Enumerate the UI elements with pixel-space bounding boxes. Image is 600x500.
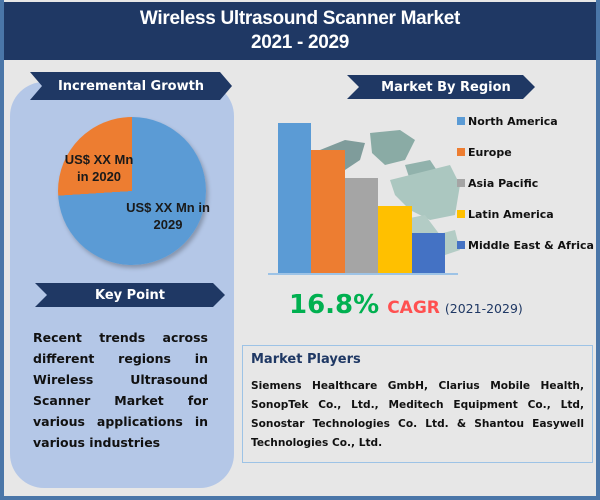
bar-asia-pacific	[345, 178, 378, 273]
pie-label-2029: US$ XX Mn in 2029	[126, 200, 210, 232]
legend-label: Asia Pacific	[468, 176, 539, 190]
key-point-text: Recent trends across different regions i…	[33, 330, 208, 450]
legend-swatch	[457, 241, 465, 249]
legend-item-latin-america: Latin America	[457, 207, 554, 221]
chart-baseline	[268, 273, 458, 275]
legend-label: North America	[468, 114, 558, 128]
cagr-period: (2021-2029)	[444, 301, 523, 316]
legend-swatch	[457, 148, 465, 156]
title-line-2: 2021 - 2029	[250, 32, 350, 53]
legend-item-middle-east-africa: Middle East & Africa	[457, 238, 594, 252]
legend-swatch	[457, 117, 465, 125]
pie-label-2020: US$ XX Mn in 2020	[64, 152, 134, 184]
legend-label: Europe	[468, 145, 512, 159]
bar-north-america	[278, 123, 311, 273]
legend-label: Latin America	[468, 207, 554, 221]
market-by-region-heading: Market By Region	[347, 75, 535, 99]
cagr-value: 16.8%	[289, 290, 380, 320]
page-title: Wireless Ultrasound Scanner Market 2021 …	[4, 2, 596, 60]
market-by-region-heading-text: Market By Region	[381, 79, 511, 95]
title-line-1: Wireless Ultrasound Scanner Market	[139, 8, 461, 29]
incremental-growth-heading: Incremental Growth	[30, 72, 232, 100]
bar-europe	[311, 150, 345, 273]
bar-latin-america	[378, 206, 412, 273]
cagr-label: CAGR	[387, 298, 440, 318]
key-point-heading-text: Key Point	[94, 287, 166, 303]
legend-item-asia-pacific: Asia Pacific	[457, 176, 538, 190]
incremental-growth-pie-chart	[58, 117, 206, 265]
bar-middle-east-africa	[412, 233, 445, 273]
market-players-text: Siemens Healthcare GmbH, Clarius Mobile …	[251, 380, 584, 449]
key-point-heading: Key Point	[35, 283, 225, 307]
legend-item-europe: Europe	[457, 145, 512, 159]
market-players-heading: Market Players	[251, 352, 361, 367]
legend-item-north-america: North America	[457, 114, 558, 128]
legend-swatch	[457, 179, 465, 187]
incremental-growth-heading-text: Incremental Growth	[57, 78, 205, 94]
legend-swatch	[457, 210, 465, 218]
cagr-stat: 16.8% CAGR (2021-2029)	[289, 290, 523, 320]
legend-label: Middle East & Africa	[468, 238, 594, 252]
market-players-box: Market Players Siemens Healthcare GmbH, …	[242, 345, 593, 463]
